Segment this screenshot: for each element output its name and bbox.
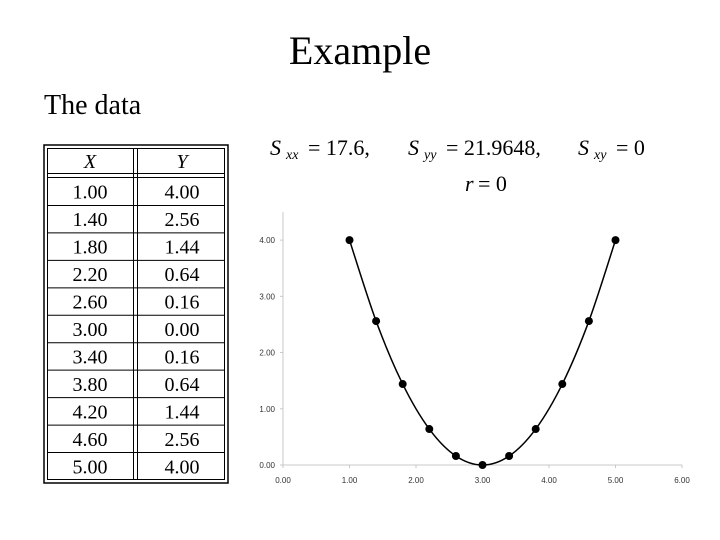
- point: [345, 236, 354, 245]
- table: [43, 144, 229, 484]
- point: [611, 236, 620, 245]
- line: [348, 239, 617, 466]
- stat-value: = 0: [616, 135, 645, 160]
- table-cell: 0.16: [165, 346, 200, 368]
- point: [398, 380, 407, 389]
- point: [505, 452, 514, 461]
- stat-subscript: xx: [285, 148, 299, 163]
- table-cell: 4.00: [165, 456, 200, 478]
- stat-symbol: S: [408, 135, 419, 160]
- stat-symbol: S: [578, 135, 589, 160]
- y-tick-label: 1.00: [259, 405, 275, 414]
- point: [531, 425, 540, 434]
- table-cell: 2.56: [165, 209, 200, 231]
- table-cell: 0.64: [165, 374, 200, 396]
- point: [478, 461, 487, 469]
- table-cell: 1.40: [73, 209, 108, 231]
- table-header: Y: [176, 151, 189, 173]
- table-cell: 2.20: [73, 264, 108, 286]
- point: [425, 425, 434, 434]
- table-cell: 0.64: [165, 264, 200, 286]
- point: [584, 317, 593, 326]
- stat-symbol: r: [465, 171, 474, 196]
- table-cell: 1.44: [165, 401, 200, 423]
- x-tick-label: 1.00: [342, 476, 358, 485]
- point: [372, 317, 381, 326]
- stat-value: = 21.9648,: [446, 135, 541, 160]
- x-tick-label: 3.00: [475, 476, 491, 485]
- x-tick-label: 0.00: [275, 476, 291, 485]
- x-tick-label: 6.00: [674, 476, 690, 485]
- table-cell: 2.60: [73, 292, 108, 314]
- chart: 0.00 1.00 2.00 3.00 4.00 0.00 1.00 2.00 3.00 4.00…: [259, 212, 690, 485]
- y-tick-label: 3.00: [259, 292, 275, 301]
- table-cell: 1.44: [165, 237, 200, 259]
- table-cell: 4.00: [165, 182, 200, 204]
- point: [451, 452, 460, 461]
- point: [558, 380, 567, 389]
- y-tick-label: 0.00: [259, 461, 275, 470]
- table-cell: 0.16: [165, 292, 200, 314]
- table-cell: 3.40: [73, 346, 108, 368]
- stat-symbol: S: [270, 135, 281, 160]
- y-tick-label: 4.00: [259, 236, 275, 245]
- x-tick-label: 2.00: [408, 476, 424, 485]
- table-cell: 0.00: [165, 319, 200, 341]
- table-cell: 2.56: [165, 429, 200, 451]
- table-cell: 5.00: [73, 456, 108, 478]
- title: Example: [289, 28, 431, 73]
- y-tick-label: 2.00: [259, 349, 275, 358]
- subtitle: The data: [44, 90, 142, 121]
- table-cell: 3.00: [73, 319, 108, 341]
- stat-subscript: xy: [593, 148, 607, 163]
- table-cell: 1.00: [73, 182, 108, 204]
- table-cell: 4.60: [73, 429, 108, 451]
- stat-value: = 0: [478, 171, 507, 196]
- table-header: X: [83, 151, 97, 173]
- stat-subscript: yy: [422, 148, 437, 163]
- table-cell: 3.80: [73, 374, 108, 396]
- x-tick-label: 4.00: [541, 476, 557, 485]
- stat-value: = 17.6,: [308, 135, 370, 160]
- table-cell: 4.20: [73, 401, 108, 423]
- table-cell: 1.80: [73, 237, 108, 259]
- x-tick-label: 5.00: [608, 476, 624, 485]
